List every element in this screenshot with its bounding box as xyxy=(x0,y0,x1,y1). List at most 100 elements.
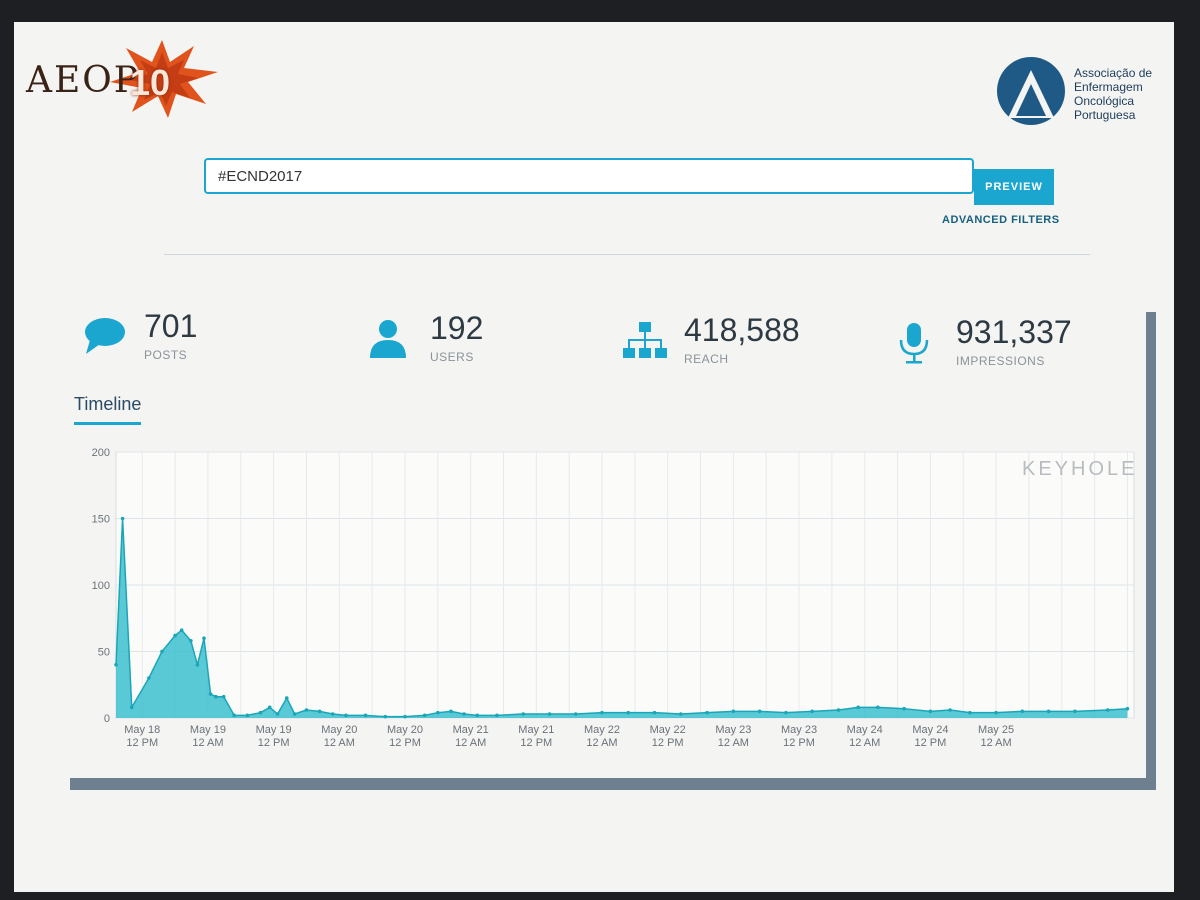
data-point xyxy=(221,694,226,699)
data-point xyxy=(652,710,657,715)
aeop-logo-number: 10 xyxy=(130,62,171,103)
aeop-logo-text: AEOP xyxy=(26,60,141,101)
data-point xyxy=(495,713,499,718)
data-point xyxy=(1073,709,1077,714)
x-tick-label: 12 PM xyxy=(389,737,421,749)
stat-label: POSTS xyxy=(144,348,188,362)
stat-label: USERS xyxy=(430,350,474,364)
triangle-circle-icon xyxy=(997,57,1065,125)
data-point xyxy=(547,712,552,716)
stat-value: 192 xyxy=(430,310,484,346)
association-name: Associação de Enfermagem Oncológica Port… xyxy=(1074,66,1152,122)
stat-impressions: 931,337 IMPRESSIONS xyxy=(894,314,1134,370)
data-point xyxy=(422,713,427,718)
x-tick-label: May 19 xyxy=(256,724,292,736)
keyhole-watermark: KEYHOLE xyxy=(1022,458,1138,480)
data-point xyxy=(383,714,388,719)
y-tick-label: 0 xyxy=(104,713,110,725)
preview-button[interactable]: PREVIEW xyxy=(974,169,1054,205)
stat-posts: 701 POSTS xyxy=(82,308,282,364)
data-point xyxy=(1105,708,1110,712)
data-point xyxy=(189,639,193,643)
x-tick-label: May 19 xyxy=(190,724,226,736)
data-point xyxy=(330,712,335,716)
data-point xyxy=(968,710,972,715)
search-box xyxy=(204,158,974,194)
x-tick-label: 12 AM xyxy=(324,737,355,749)
association-line: Enfermagem xyxy=(1074,80,1143,94)
data-point xyxy=(179,628,184,633)
stat-value: 701 xyxy=(144,308,198,344)
x-tick-label: 12 AM xyxy=(980,737,1011,749)
x-tick-label: 12 AM xyxy=(455,737,486,749)
association-logo: Associação de Enfermagem Oncológica Port… xyxy=(994,54,1164,134)
stat-label: REACH xyxy=(684,352,729,366)
x-tick-label: May 23 xyxy=(781,724,817,736)
data-point xyxy=(245,713,250,718)
data-point xyxy=(436,710,440,715)
x-tick-label: May 20 xyxy=(387,724,423,736)
data-point xyxy=(810,709,814,714)
data-point xyxy=(147,676,151,680)
data-point xyxy=(232,713,237,718)
data-point xyxy=(114,663,118,667)
tab-timeline[interactable]: Timeline xyxy=(74,394,142,425)
data-point xyxy=(928,709,933,714)
aeop-logo: AEOP 10 xyxy=(20,32,230,118)
data-point xyxy=(208,692,213,696)
search-input[interactable] xyxy=(206,161,958,191)
data-point xyxy=(902,706,906,711)
x-tick-label: May 23 xyxy=(715,724,751,736)
association-line: Portuguesa xyxy=(1074,108,1136,122)
x-tick-label: May 21 xyxy=(453,724,489,736)
x-tick-label: May 22 xyxy=(650,724,686,736)
y-tick-label: 200 xyxy=(92,447,110,459)
data-point xyxy=(731,709,736,714)
stat-value: 931,337 xyxy=(956,314,1072,350)
data-point xyxy=(1020,709,1025,714)
data-point xyxy=(258,710,263,715)
stat-reach: 418,588 REACH xyxy=(622,312,852,368)
x-tick-label: May 24 xyxy=(847,724,883,736)
data-point xyxy=(344,713,348,718)
starburst-icon xyxy=(110,40,218,118)
stat-value: 418,588 xyxy=(684,312,800,348)
x-tick-label: May 22 xyxy=(584,724,620,736)
x-tick-label: 12 PM xyxy=(126,737,158,749)
data-point xyxy=(475,713,480,718)
data-point xyxy=(202,636,206,640)
data-point xyxy=(173,633,177,638)
data-point xyxy=(1125,706,1130,711)
stat-label: IMPRESSIONS xyxy=(956,354,1045,368)
data-point xyxy=(403,714,407,719)
screen: AEOP 10 Associação de Enfermagem Oncológ… xyxy=(14,22,1174,892)
x-tick-label: 12 AM xyxy=(586,737,617,749)
data-point xyxy=(784,710,788,715)
data-point xyxy=(292,712,297,716)
data-point xyxy=(757,709,762,714)
microphone-icon xyxy=(899,323,929,364)
user-icon xyxy=(370,320,406,358)
x-tick-label: 12 AM xyxy=(718,737,749,749)
panel-shadow xyxy=(1146,312,1156,782)
data-point xyxy=(573,712,578,716)
network-icon xyxy=(623,322,667,358)
data-point xyxy=(462,712,466,716)
data-point xyxy=(600,710,604,715)
data-point xyxy=(195,663,200,667)
x-tick-label: 12 AM xyxy=(849,737,880,749)
x-tick-label: May 18 xyxy=(124,724,160,736)
panel-shadow xyxy=(70,778,1156,790)
x-tick-label: 12 PM xyxy=(520,737,552,749)
data-point xyxy=(304,708,309,712)
x-tick-label: 12 PM xyxy=(258,737,290,749)
data-point xyxy=(836,708,841,712)
x-tick-label: May 21 xyxy=(518,724,554,736)
data-point xyxy=(275,712,280,716)
advanced-filters-link[interactable]: ADVANCED FILTERS xyxy=(942,214,1060,226)
data-point xyxy=(679,712,683,716)
data-point xyxy=(214,694,218,699)
x-tick-label: 12 PM xyxy=(652,737,684,749)
data-point xyxy=(705,710,709,715)
